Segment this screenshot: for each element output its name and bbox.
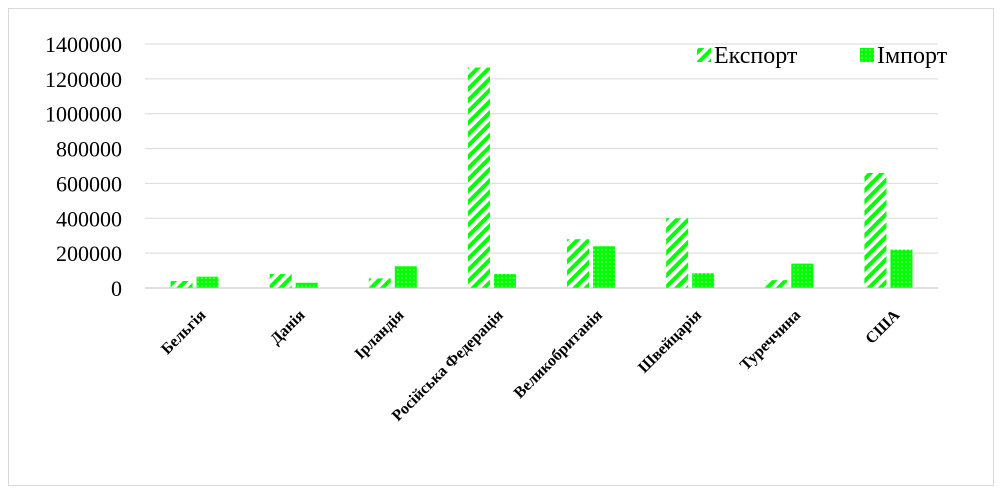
category-label: Ірландія <box>352 307 408 363</box>
legend-label-export: Експорт <box>714 43 798 69</box>
gridlines <box>145 43 938 254</box>
bar-export <box>269 274 292 288</box>
bar-import <box>196 276 219 288</box>
y-tick-label: 400000 <box>56 206 122 231</box>
bar-import <box>791 263 814 288</box>
category-label: Туреччина <box>737 307 804 374</box>
bar-import <box>295 282 318 288</box>
bar-import <box>394 266 417 288</box>
y-tick-label: 1000000 <box>45 102 122 127</box>
bar-export <box>666 218 689 288</box>
y-tick-label: 1400000 <box>45 32 122 57</box>
bars <box>170 67 913 289</box>
legend-swatch-export <box>697 48 711 62</box>
category-label: Російська Федерація <box>389 307 507 425</box>
bar-export <box>368 278 391 288</box>
y-tick-label: 600000 <box>56 171 122 196</box>
bar-import <box>593 246 616 288</box>
bar-import <box>493 274 516 288</box>
category-label: Бельгія <box>158 307 209 358</box>
bar-export <box>765 280 788 288</box>
bar-export <box>467 67 490 289</box>
y-tick-label: 0 <box>111 276 122 301</box>
category-label: Швейцарія <box>635 307 705 377</box>
category-label: США <box>862 306 903 347</box>
bar-export <box>567 239 590 288</box>
legend-swatch-import <box>860 48 874 62</box>
category-label: Данія <box>267 307 308 348</box>
chart-frame <box>8 8 994 486</box>
legend-label-import: Імпорт <box>877 43 948 69</box>
bar-import <box>692 273 715 288</box>
y-axis-ticks: 0 200000 400000 600000 800000 1000000 1200000 1… <box>45 32 122 301</box>
category-label: Великобританія <box>511 307 606 402</box>
bar-import <box>890 249 913 288</box>
legend: Експорт Імпорт <box>697 43 948 69</box>
bar-export <box>864 172 887 288</box>
y-tick-label: 200000 <box>56 241 122 266</box>
y-tick-label: 800000 <box>56 137 122 162</box>
y-tick-label: 1200000 <box>45 67 122 92</box>
bar-export <box>170 281 193 288</box>
